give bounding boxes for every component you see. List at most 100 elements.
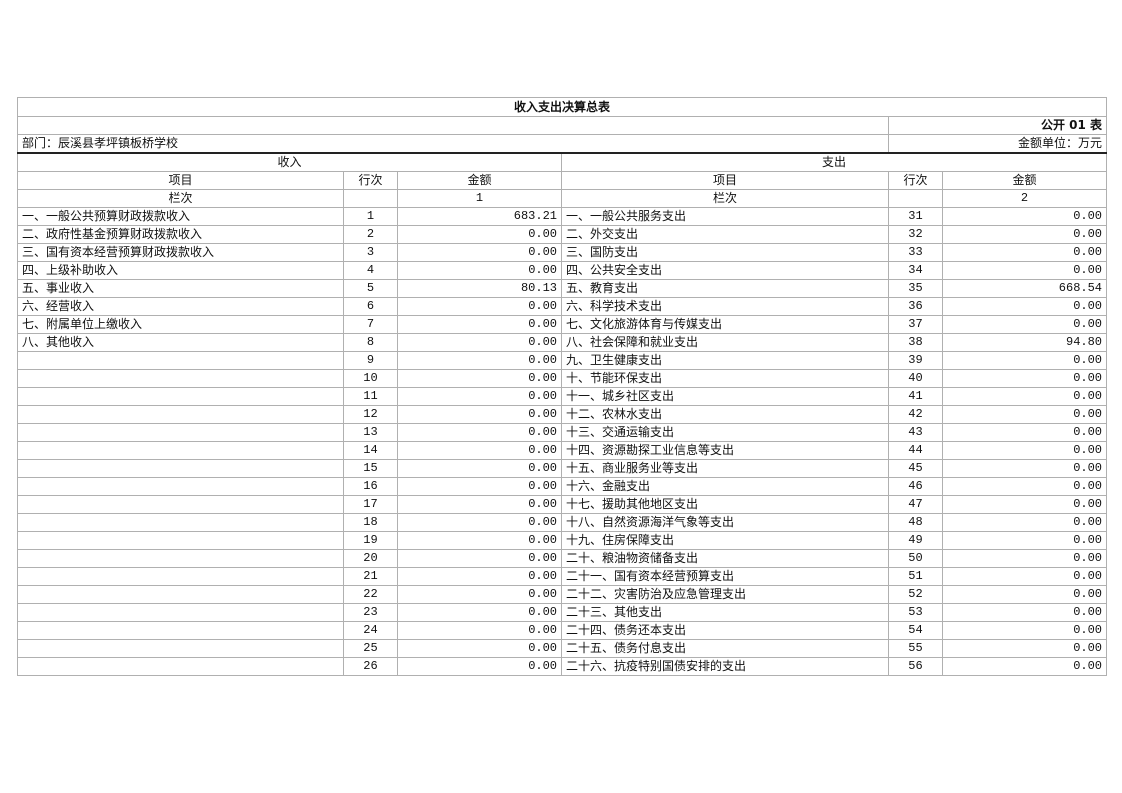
income-line: 25 [343,639,398,658]
expense-item: 十、节能环保支出 [561,369,889,388]
expense-line: 41 [888,387,943,406]
table-row: 22 0.00 二十二、灾害防治及应急管理支出 52 0.00 [17,585,1108,604]
income-line: 3 [343,243,398,262]
expense-amount: 0.00 [941,369,1108,388]
expense-line: 44 [888,441,943,460]
income-col-amount: 金额 [397,171,562,190]
income-amount: 0.00 [397,531,562,550]
expense-line: 53 [888,603,943,622]
expense-item: 六、科学技术支出 [561,297,889,316]
table-row: 14 0.00 十四、资源勘探工业信息等支出 44 0.00 [17,441,1108,460]
blank-cell [343,189,398,208]
income-line: 15 [343,459,398,478]
expense-amount: 0.00 [941,531,1108,550]
income-item [17,549,344,568]
income-amount: 0.00 [397,333,562,352]
expense-line: 43 [888,423,943,442]
expense-amount: 0.00 [941,441,1108,460]
table-row: 21 0.00 二十一、国有资本经营预算支出 51 0.00 [17,567,1108,586]
income-line: 26 [343,657,398,676]
expense-line: 37 [888,315,943,334]
expense-amount: 0.00 [941,423,1108,442]
income-item [17,585,344,604]
income-amount: 0.00 [397,585,562,604]
expense-item: 十四、资源勘探工业信息等支出 [561,441,889,460]
expense-amount: 0.00 [941,459,1108,478]
expense-amount: 0.00 [941,387,1108,406]
income-item [17,387,344,406]
expense-item: 二、外交支出 [561,225,889,244]
table-row: 七、附属单位上缴收入 7 0.00 七、文化旅游体育与传媒支出 37 0.00 [17,315,1108,334]
table-row: 18 0.00 十八、自然资源海洋气象等支出 48 0.00 [17,513,1108,532]
income-amount: 0.00 [397,657,562,676]
expense-amount: 0.00 [941,639,1108,658]
expense-item: 十三、交通运输支出 [561,423,889,442]
expense-line: 52 [888,585,943,604]
income-item [17,423,344,442]
income-line: 8 [343,333,398,352]
income-item [17,441,344,460]
expense-amount: 668.54 [941,279,1108,298]
expense-item: 二十、粮油物资储备支出 [561,549,889,568]
expense-column-no: 2 [941,189,1108,208]
table-row: 八、其他收入 8 0.00 八、社会保障和就业支出 38 94.80 [17,333,1108,352]
expense-line: 51 [888,567,943,586]
income-line: 21 [343,567,398,586]
expense-item: 二十五、债务付息支出 [561,639,889,658]
income-line: 16 [343,477,398,496]
table-row: 12 0.00 十二、农林水支出 42 0.00 [17,405,1108,424]
expense-item: 一、一般公共服务支出 [561,207,889,226]
income-item: 八、其他收入 [17,333,344,352]
income-line: 13 [343,423,398,442]
income-amount: 0.00 [397,459,562,478]
expense-amount: 0.00 [941,225,1108,244]
income-item: 五、事业收入 [17,279,344,298]
expense-item: 十八、自然资源海洋气象等支出 [561,513,889,532]
table-row: 26 0.00 二十六、抗疫特别国债安排的支出 56 0.00 [17,657,1108,676]
income-line: 9 [343,351,398,370]
blank-cell [888,189,943,208]
expense-line: 54 [888,621,943,640]
income-line: 6 [343,297,398,316]
income-item: 三、国有资本经营预算财政拨款收入 [17,243,344,262]
income-amount: 0.00 [397,225,562,244]
table-row: 三、国有资本经营预算财政拨款收入 3 0.00 三、国防支出 33 0.00 [17,243,1108,262]
expense-item: 二十二、灾害防治及应急管理支出 [561,585,889,604]
income-line: 1 [343,207,398,226]
income-amount: 0.00 [397,477,562,496]
expense-col-line: 行次 [888,171,943,190]
expense-amount: 0.00 [941,477,1108,496]
expense-item: 五、教育支出 [561,279,889,298]
income-item [17,603,344,622]
income-item [17,567,344,586]
expense-line: 42 [888,405,943,424]
expense-item: 十二、农林水支出 [561,405,889,424]
income-item [17,657,344,676]
expense-line: 46 [888,477,943,496]
income-item: 一、一般公共预算财政拨款收入 [17,207,344,226]
department-label: 部门：辰溪县孝坪镇板桥学校 [17,134,889,154]
income-item: 四、上级补助收入 [17,261,344,280]
income-line: 4 [343,261,398,280]
expense-line: 47 [888,495,943,514]
expense-column-no-label: 栏次 [561,189,889,208]
expense-line: 36 [888,297,943,316]
expense-item: 四、公共安全支出 [561,261,889,280]
expense-item: 八、社会保障和就业支出 [561,333,889,352]
expense-line: 48 [888,513,943,532]
amount-unit: 金额单位：万元 [887,134,1108,154]
expense-item: 十五、商业服务业等支出 [561,459,889,478]
expense-item: 三、国防支出 [561,243,889,262]
income-item [17,459,344,478]
expense-line: 56 [888,657,943,676]
income-line: 12 [343,405,398,424]
income-amount: 0.00 [397,387,562,406]
table-row: 六、经营收入 6 0.00 六、科学技术支出 36 0.00 [17,297,1108,316]
income-amount: 0.00 [397,513,562,532]
income-amount: 80.13 [397,279,562,298]
income-item [17,531,344,550]
table-row: 23 0.00 二十三、其他支出 53 0.00 [17,603,1108,622]
expense-col-amount: 金额 [941,171,1108,190]
expense-line: 34 [888,261,943,280]
income-amount: 0.00 [397,315,562,334]
